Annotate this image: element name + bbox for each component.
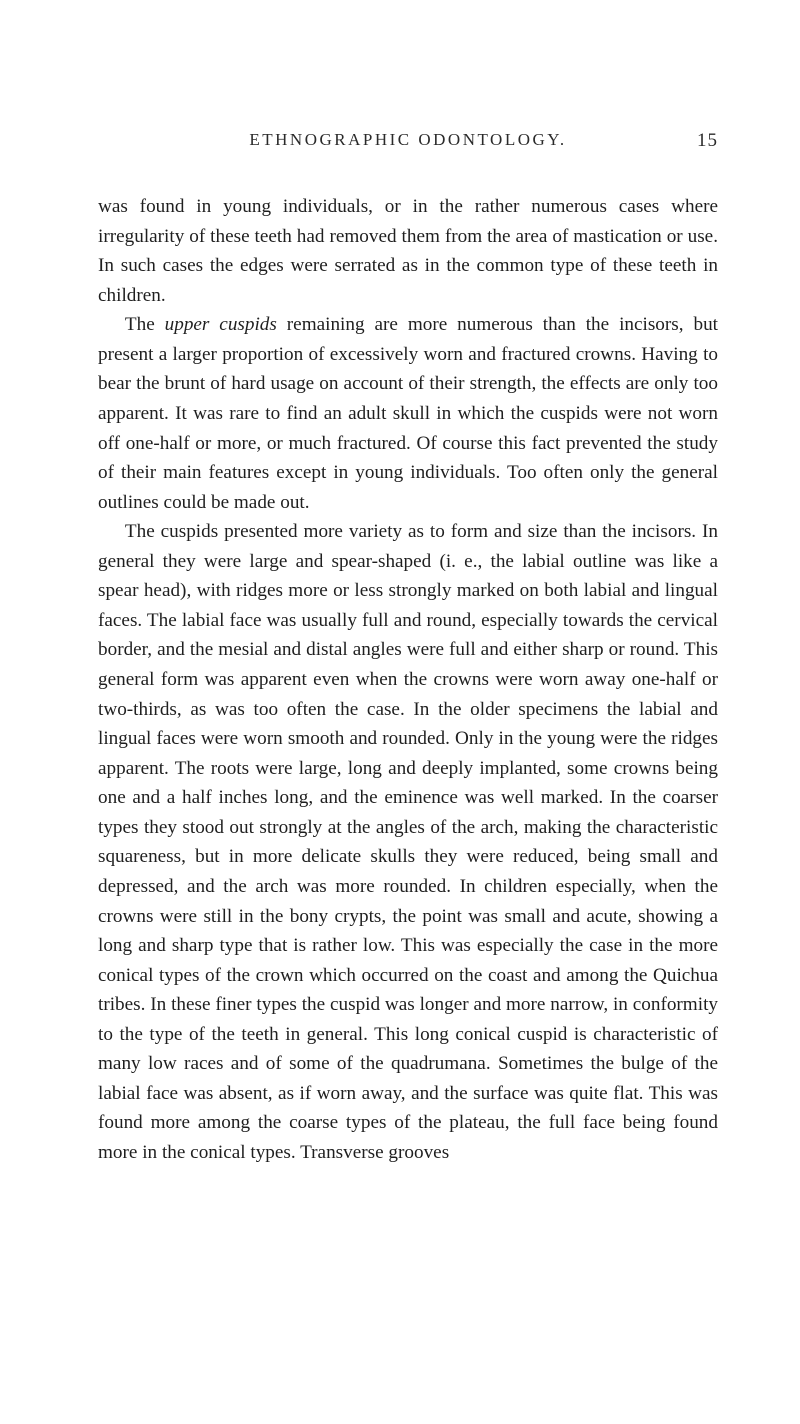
page-number: 15: [697, 130, 718, 152]
italic-phrase: upper cuspids: [165, 314, 277, 335]
paragraph-2: The upper cuspids remaining are more num…: [98, 310, 718, 517]
paragraph-3: The cuspids presented more variety as to…: [98, 517, 718, 1167]
document-page: ETHNOGRAPHIC ODONTOLOGY. 15 was found in…: [0, 0, 800, 1424]
paragraph-1: was found in young individuals, or in th…: [98, 192, 718, 310]
running-head: ETHNOGRAPHIC ODONTOLOGY. 15: [98, 130, 718, 150]
running-head-text: ETHNOGRAPHIC ODONTOLOGY.: [249, 130, 566, 149]
body-text: was found in young individuals, or in th…: [98, 192, 718, 1168]
